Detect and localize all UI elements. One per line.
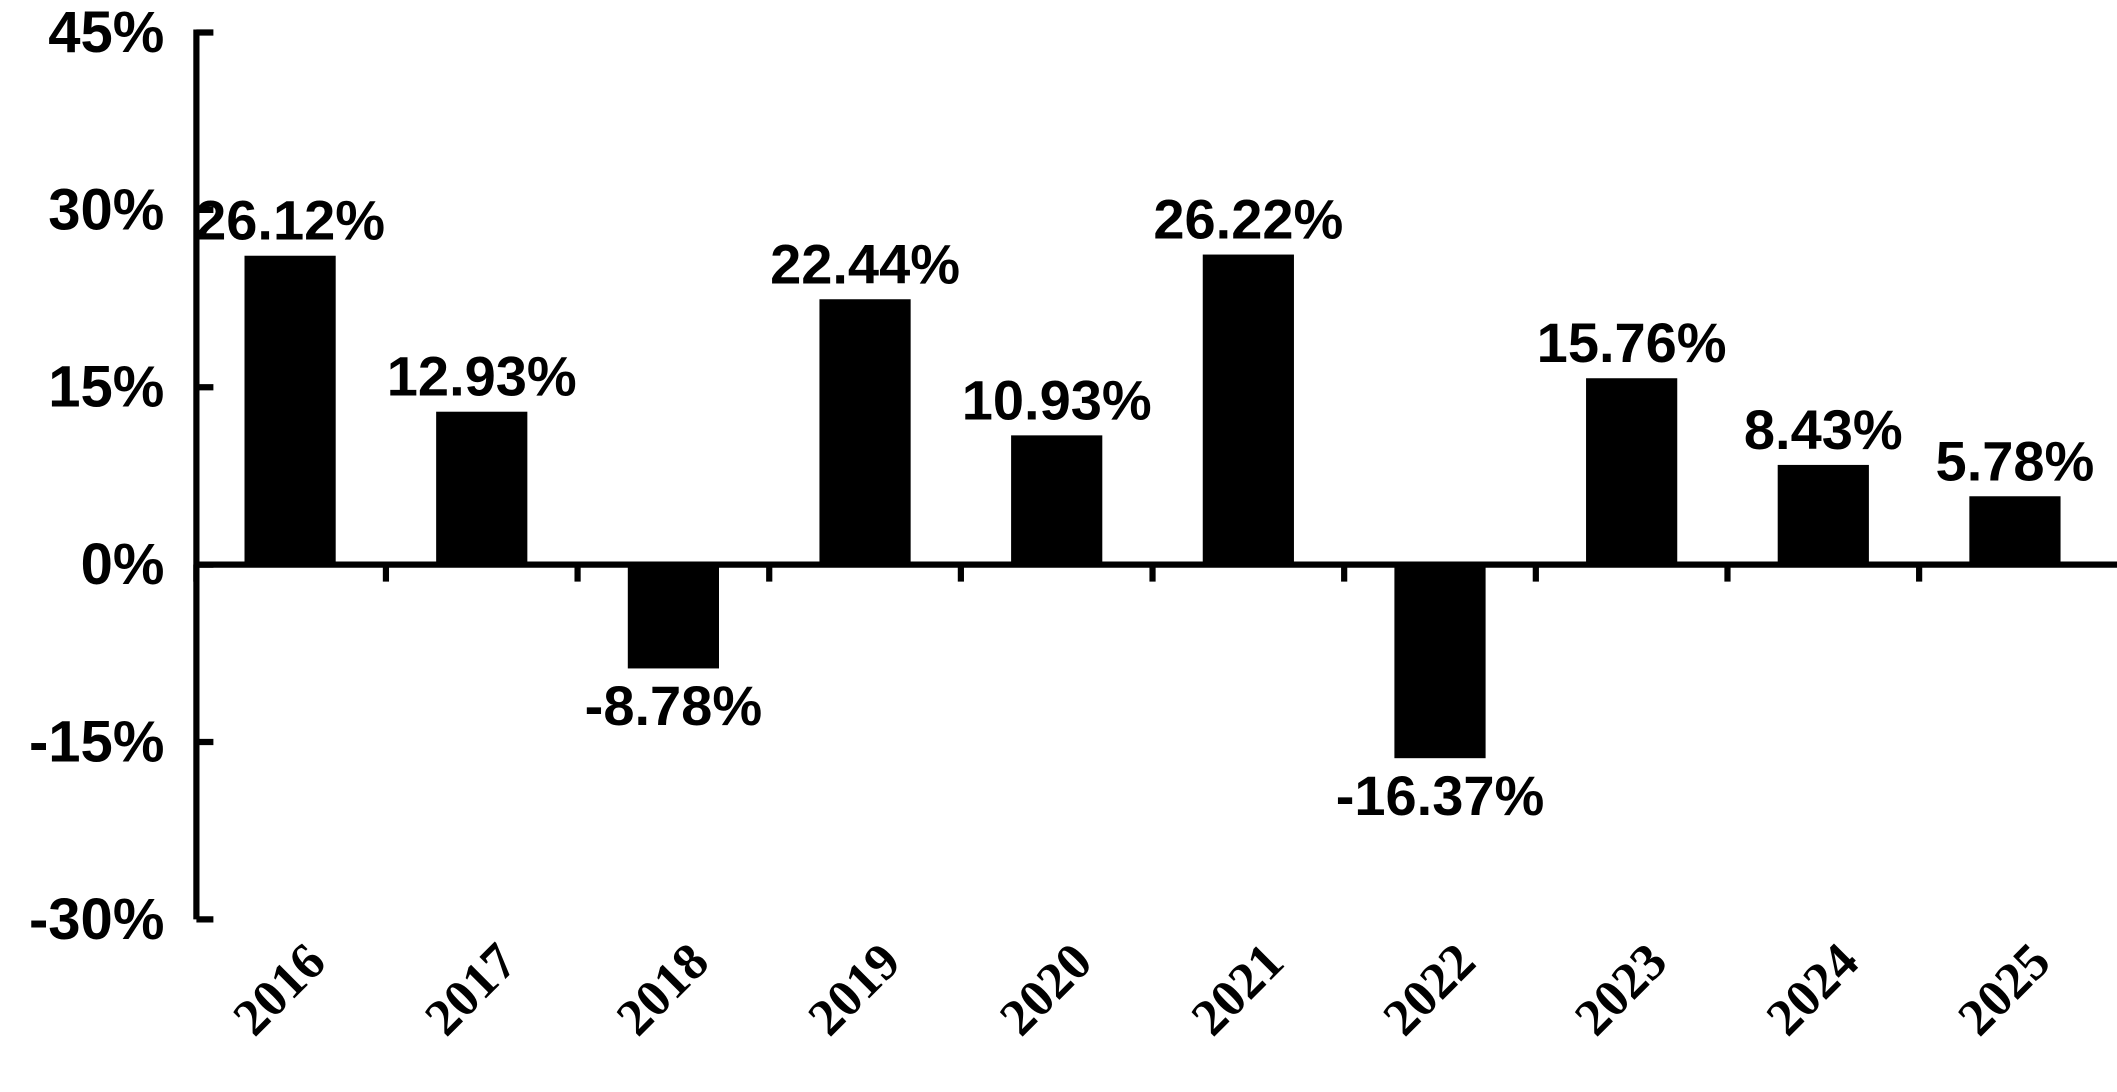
svg-text:30%: 30%: [48, 177, 164, 242]
svg-text:12.93%: 12.93%: [387, 345, 577, 408]
svg-text:-16.37%: -16.37%: [1336, 764, 1545, 827]
svg-text:-8.78%: -8.78%: [585, 674, 762, 737]
svg-text:-30%: -30%: [29, 887, 164, 952]
svg-text:26.22%: 26.22%: [1153, 188, 1343, 251]
svg-text:22.44%: 22.44%: [770, 232, 960, 295]
svg-text:26.12%: 26.12%: [195, 189, 385, 252]
svg-text:5.78%: 5.78%: [1936, 429, 2095, 492]
svg-text:10.93%: 10.93%: [962, 368, 1152, 431]
svg-text:8.43%: 8.43%: [1744, 398, 1903, 461]
svg-text:15%: 15%: [48, 355, 164, 420]
svg-text:-15%: -15%: [29, 709, 164, 774]
svg-text:0%: 0%: [81, 532, 165, 597]
svg-text:45%: 45%: [48, 0, 164, 65]
svg-text:15.76%: 15.76%: [1537, 311, 1727, 374]
